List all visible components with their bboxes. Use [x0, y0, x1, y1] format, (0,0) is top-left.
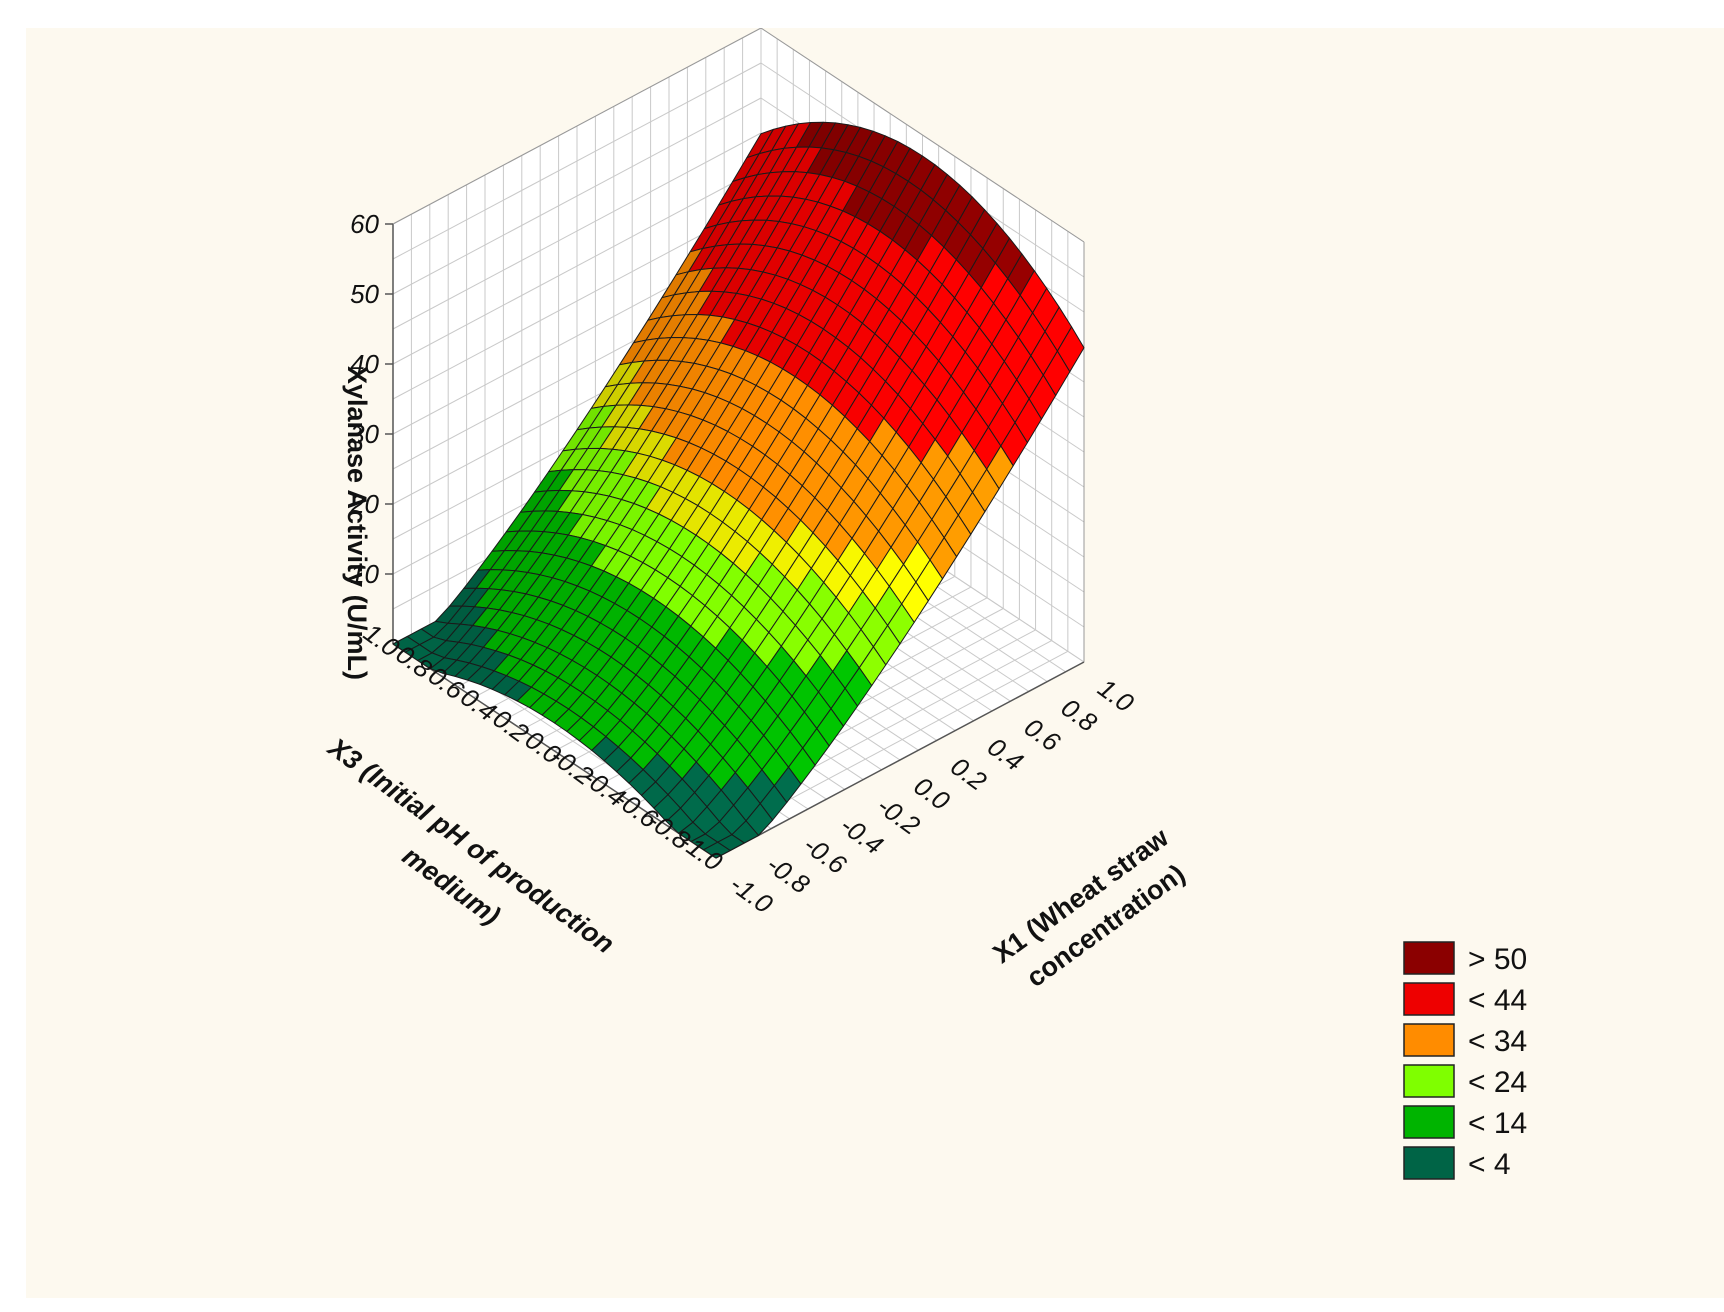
legend-swatch [1403, 1146, 1455, 1180]
legend: > 50 < 44 < 34 < 24 < 14 < 4 [1403, 941, 1527, 1181]
grid-line [392, 132, 762, 330]
surface-chart: 1020304050601.00.80.60.40.20.0-0.2-0.4-0… [321, 28, 1527, 1181]
surface-cell [703, 841, 731, 859]
z-tick-label: 50 [350, 279, 379, 309]
z-tick-label: 40 [350, 349, 379, 379]
legend-label: < 44 [1468, 984, 1527, 1017]
legend-label: < 4 [1468, 1148, 1511, 1181]
legend-swatch [1403, 941, 1455, 975]
legend-label: > 50 [1468, 943, 1527, 976]
z-tick-label: 10 [350, 559, 379, 589]
legend-swatch [1403, 1064, 1455, 1098]
x3-axis-line [392, 643, 717, 859]
frame-line [760, 28, 1085, 243]
legend-swatch [1403, 1105, 1455, 1139]
response-surface [392, 121, 1085, 859]
z-tick-label: 30 [350, 419, 379, 449]
legend-label: < 24 [1468, 1066, 1527, 1099]
chart-panel: 10 20 30 40 50 60 1.0 0.8 0.6 0.4 0.2 0.0 -0.2 -0.4 -0… [26, 28, 1724, 1298]
z-tick-label: 20 [349, 489, 379, 519]
legend-label: < 14 [1468, 1107, 1527, 1140]
grid-line [392, 97, 762, 295]
legend-swatch [1403, 1023, 1455, 1057]
grid-line [392, 167, 762, 365]
legend-label: < 34 [1468, 1025, 1527, 1058]
grid-line [392, 62, 762, 260]
z-axis-title: Xylanase Activity (U/mL) [342, 366, 372, 680]
legend-swatch [1403, 982, 1455, 1016]
frame-line [392, 28, 762, 225]
x1-axis-line [715, 661, 1085, 859]
z-tick-label: 60 [350, 209, 379, 239]
